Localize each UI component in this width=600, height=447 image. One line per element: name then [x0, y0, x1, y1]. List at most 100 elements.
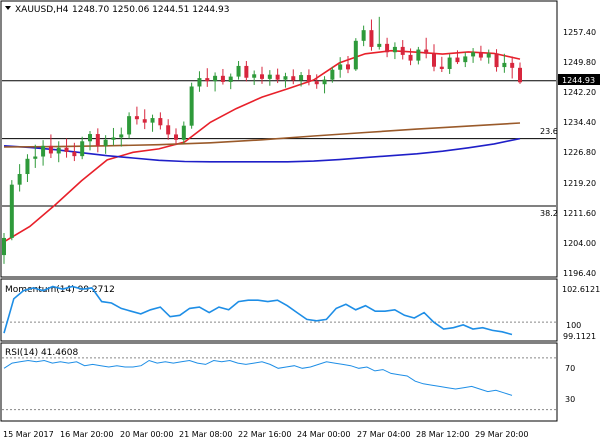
ohlc-values: 1248.70 1250.06 1244.51 1244.93 [72, 5, 229, 15]
candle-body [236, 65, 241, 77]
candle-body [385, 43, 390, 53]
price-axis: 1257.40 1249.80 1242.20 1234.40 1226.80 … [563, 28, 596, 278]
candle-body [181, 125, 186, 140]
candle-body [330, 69, 335, 80]
candle-body [72, 151, 77, 157]
candle-body [244, 65, 249, 78]
momentum-tick-label: 100 [566, 321, 581, 330]
candle-body [189, 86, 194, 126]
candle-body [95, 134, 100, 146]
time-tick-label: 16 Mar 20:00 [60, 430, 113, 439]
rsi-plot [2, 357, 556, 411]
candle-body [142, 119, 147, 123]
candle-body [205, 78, 210, 82]
moving-average-line [3, 137, 521, 163]
current-price-label: 1244.93 [562, 76, 595, 85]
candle-body [260, 74, 264, 79]
price-tick-label: 1211.60 [563, 209, 596, 218]
time-tick-label: 20 Mar 00:00 [120, 430, 173, 439]
price-tick-label: 1249.80 [563, 58, 596, 67]
candle-body [17, 174, 22, 185]
time-tick-label: 21 Mar 08:00 [179, 430, 232, 439]
price-pane-frame [0, 0, 558, 278]
candle-body [228, 76, 233, 82]
candle-body [220, 75, 225, 82]
time-tick-label: 29 Mar 20:00 [475, 430, 528, 439]
candle-body [314, 81, 319, 85]
candle-body [432, 53, 436, 67]
candle-body [275, 74, 280, 80]
time-axis: 15 Mar 2017 16 Mar 20:00 20 Mar 00:00 21… [3, 430, 528, 439]
rsi-tick-label: 70 [565, 364, 575, 373]
candle-body [127, 116, 132, 135]
candle-body [213, 75, 218, 82]
candle-body [361, 30, 366, 41]
candle-body [252, 74, 257, 78]
fib-label-38-2: 38.2 [540, 209, 558, 218]
candle-body [64, 147, 69, 152]
price-tick-label: 1242.20 [563, 88, 596, 97]
candle-body [439, 66, 444, 69]
candle-body [283, 76, 288, 80]
candle-body [48, 145, 53, 154]
candle-body [510, 62, 515, 68]
price-tick-label: 1219.20 [563, 179, 596, 188]
candle-body [158, 118, 163, 126]
rsi-tick-label: 30 [565, 395, 575, 404]
price-tick-label: 1226.80 [563, 148, 596, 157]
time-tick-label: 15 Mar 2017 [3, 430, 54, 439]
candle-body [478, 52, 483, 58]
candle-body [299, 75, 304, 81]
candle-body [322, 79, 327, 85]
candle-body [338, 64, 343, 70]
momentum-tick-label: 102.6121 [562, 285, 600, 294]
price-plot [2, 16, 556, 264]
candle-body [486, 53, 491, 58]
candle-body [377, 43, 382, 47]
dropdown-triangle-icon[interactable] [5, 6, 11, 10]
fib-label-23-6: 23.6 [540, 127, 558, 136]
candle-body [502, 62, 507, 68]
candle-body [400, 46, 405, 55]
time-tick-label: 24 Mar 00:00 [297, 430, 350, 439]
candle-body [197, 78, 202, 87]
candle-body [369, 30, 374, 47]
candle-body [103, 139, 108, 146]
candle-body [392, 46, 397, 53]
candle-body [416, 49, 421, 61]
price-tick-label: 1204.00 [563, 239, 596, 248]
candle-body [25, 158, 30, 175]
candle-body [291, 76, 296, 81]
candle-body [33, 156, 38, 159]
symbol-label: XAUUSD,H4 [15, 5, 69, 15]
candle-body [2, 237, 6, 256]
candle-body [424, 49, 429, 54]
candle-body [346, 64, 350, 70]
candle-body [41, 145, 46, 157]
candle-body [174, 134, 178, 140]
candle-body [134, 116, 139, 120]
chart-header: XAUUSD,H4 1248.70 1250.06 1244.51 1244.9… [5, 5, 229, 15]
time-tick-label: 28 Mar 12:00 [416, 430, 469, 439]
candle-body [56, 147, 61, 154]
price-tick-label: 1234.40 [563, 118, 596, 127]
time-tick-label: 27 Mar 04:00 [357, 430, 410, 439]
rsi-line [3, 359, 513, 396]
rsi-pane-frame [0, 342, 558, 422]
price-tick-label: 1257.40 [563, 28, 596, 37]
momentum-tick-label: 99.1121 [563, 332, 596, 341]
current-price-marker: 1244.93 [558, 74, 600, 85]
candle-body [166, 125, 171, 135]
candle-body [447, 57, 452, 69]
rsi-title: RSI(14) 41.4608 [5, 348, 78, 358]
momentum-title: Momentum(14) 99.2712 [5, 285, 115, 295]
price-tick-label: 1196.40 [563, 269, 596, 278]
candle-body [353, 40, 358, 70]
candle-body [463, 56, 468, 63]
candle-body [471, 52, 476, 57]
candle-body [306, 75, 311, 82]
candle-body [518, 67, 522, 83]
candle-body [111, 137, 116, 140]
